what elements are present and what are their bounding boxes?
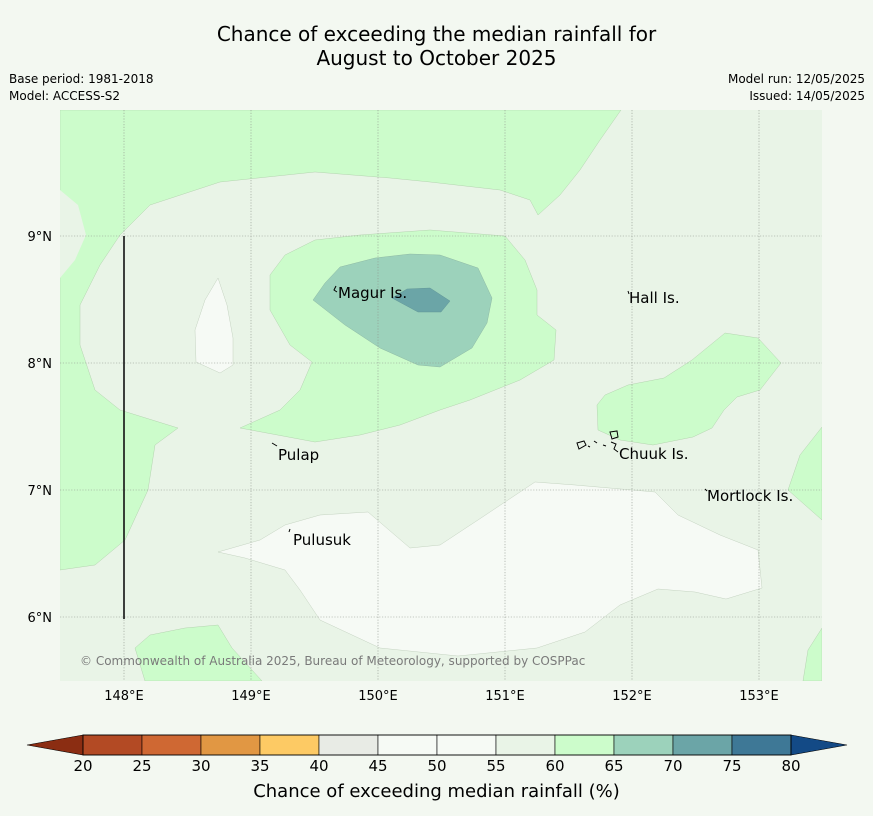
lat-label: 9°N — [28, 230, 53, 245]
hall-island-shape — [627, 290, 630, 295]
magur-island-shape — [333, 285, 338, 293]
contour-60-65-southeast — [802, 627, 822, 681]
colorbar-segments — [82, 734, 792, 756]
contour-50-55-south — [217, 481, 763, 657]
mortlock-island-shape — [704, 488, 708, 492]
lon-label: 152°E — [612, 689, 652, 704]
colorbar-tick-label: 45 — [368, 757, 387, 775]
pulap-island-shape — [271, 442, 278, 447]
contour-65-70 — [312, 253, 493, 368]
graticule — [60, 110, 822, 681]
colorbar-ticks: 20 25 30 35 40 45 50 55 60 65 70 75 80 — [73, 757, 800, 775]
colorbar-segment — [436, 734, 497, 756]
colorbar-tick-label: 40 — [309, 757, 328, 775]
islands — [271, 285, 708, 533]
colorbar-under-arrow — [26, 734, 84, 756]
model-run-text: Model run: 12/05/2025 — [727, 72, 865, 86]
contour-60-65-southwest — [134, 624, 263, 681]
colorbar-segment — [377, 734, 438, 756]
contour-60-65-east — [596, 332, 782, 446]
colorbar-tick-label: 60 — [545, 757, 564, 775]
place-label-hall: Hall Is. — [629, 289, 680, 307]
contour-70-75 — [391, 287, 451, 313]
colorbar-segment — [318, 734, 379, 756]
contour-60-65-north-west-edge — [60, 190, 86, 278]
colorbar-tick-label: 70 — [663, 757, 682, 775]
colorbar-segment — [672, 734, 733, 756]
place-label-mortlock: Mortlock Is. — [707, 487, 793, 505]
model-text: Model: ACCESS-S2 — [9, 89, 121, 103]
colorbar-over-arrow — [790, 734, 848, 756]
contour-60-65-north — [60, 110, 622, 571]
longitude-labels: 148°E 149°E 150°E 151°E 152°E 153°E — [104, 689, 779, 704]
colorbar-tick-label: 50 — [427, 757, 446, 775]
colorbar-segment — [82, 734, 143, 756]
base-period-text: Base period: 1981-2018 — [9, 72, 154, 86]
colorbar-segment — [495, 734, 556, 756]
contour-50-55-west — [194, 277, 234, 374]
map-area: © Commonwealth of Australia 2025, Bureau… — [60, 110, 822, 681]
map-title: Chance of exceeding the median rainfall … — [0, 22, 873, 70]
lon-label: 153°E — [739, 689, 779, 704]
meta-right: Model run: 12/05/2025 Issued: 14/05/2025 — [728, 71, 865, 105]
colorbar-segment — [613, 734, 674, 756]
latitude-labels: 9°N 8°N 7°N 6°N — [28, 230, 53, 626]
colorbar-frame — [82, 734, 792, 756]
colorbar-tick-label: 65 — [604, 757, 623, 775]
pulusuk-island-shape — [288, 528, 291, 533]
colorbar: 20 25 30 35 40 45 50 55 60 65 70 75 80 — [26, 734, 848, 775]
chuuk-lagoon-shape — [576, 430, 619, 453]
place-label-pulap: Pulap — [278, 446, 319, 464]
place-label-chuuk: Chuuk Is. — [619, 445, 688, 463]
colorbar-segment — [200, 734, 261, 756]
lat-label: 7°N — [28, 484, 53, 499]
lon-label: 151°E — [485, 689, 525, 704]
colorbar-tick-label: 55 — [486, 757, 505, 775]
colorbar-segment — [141, 734, 202, 756]
colorbar-tick-label: 35 — [250, 757, 269, 775]
lat-label: 6°N — [28, 611, 53, 626]
colorbar-segment — [731, 734, 792, 756]
lon-label: 149°E — [231, 689, 271, 704]
meta-left: Base period: 1981-2018 Model: ACCESS-S2 — [9, 71, 154, 105]
colorbar-tick-label: 20 — [73, 757, 92, 775]
place-label-pulusuk: Pulusuk — [293, 531, 351, 549]
lat-label: 8°N — [28, 357, 53, 372]
colorbar-label: Chance of exceeding median rainfall (%) — [253, 781, 620, 802]
colorbar-tick-label: 80 — [781, 757, 800, 775]
place-labels: Magur Is. Hall Is. Pulap Chuuk Is. Mortl… — [278, 284, 793, 549]
title-line-2: August to October 2025 — [316, 46, 557, 70]
colorbar-segment — [554, 734, 615, 756]
place-label-magur: Magur Is. — [338, 284, 407, 302]
lon-label: 150°E — [358, 689, 398, 704]
title-line-1: Chance of exceeding the median rainfall … — [216, 22, 657, 46]
issued-text: Issued: 14/05/2025 — [749, 89, 865, 103]
copyright-text: © Commonwealth of Australia 2025, Bureau… — [80, 654, 585, 668]
colorbar-segment — [259, 734, 320, 756]
colorbar-tick-label: 30 — [191, 757, 210, 775]
colorbar-tick-label: 25 — [132, 757, 151, 775]
colorbar-tick-label: 75 — [722, 757, 741, 775]
lon-label: 148°E — [104, 689, 144, 704]
